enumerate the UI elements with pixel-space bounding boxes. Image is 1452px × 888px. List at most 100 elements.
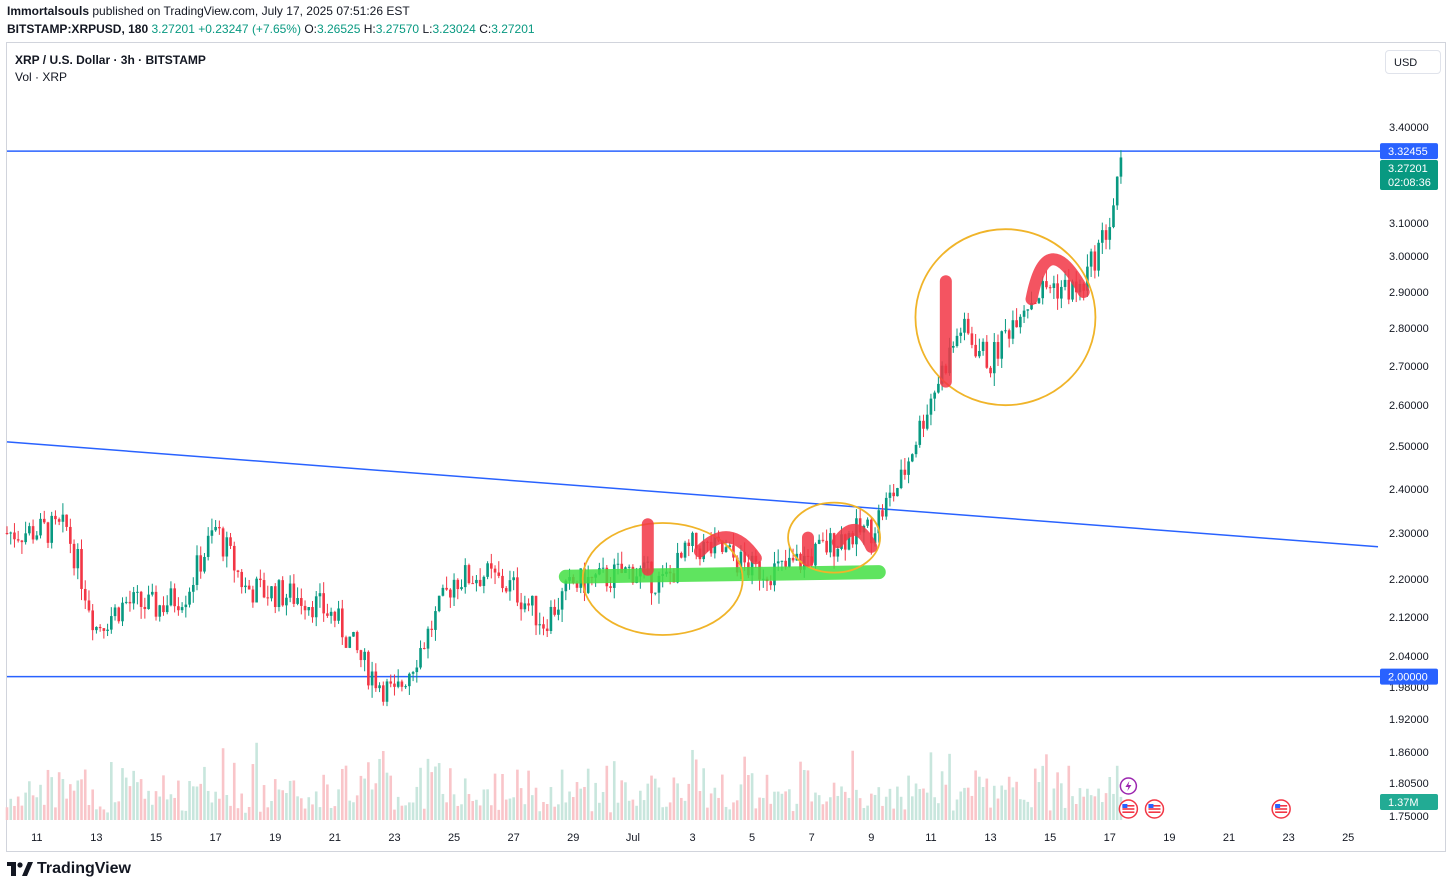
candle[interactable] — [147, 585, 150, 610]
candle[interactable] — [154, 585, 158, 621]
candle[interactable] — [527, 598, 530, 612]
author-name[interactable]: Immortalsouls — [7, 4, 90, 18]
candle[interactable] — [1056, 274, 1059, 310]
candle[interactable] — [162, 596, 165, 616]
candle[interactable] — [244, 577, 247, 594]
candle[interactable] — [937, 376, 940, 394]
candle[interactable] — [121, 597, 124, 627]
candle[interactable] — [46, 521, 50, 549]
candle[interactable] — [970, 326, 974, 349]
candle[interactable] — [966, 312, 970, 335]
candle[interactable] — [165, 595, 169, 615]
candle[interactable] — [311, 601, 314, 623]
candle[interactable] — [95, 626, 98, 634]
candle[interactable] — [557, 597, 560, 621]
candle[interactable] — [955, 328, 959, 348]
candle[interactable] — [981, 338, 985, 356]
candle[interactable] — [884, 492, 888, 520]
candle[interactable] — [1089, 248, 1093, 277]
candle[interactable] — [24, 521, 27, 545]
candle[interactable] — [355, 630, 359, 654]
candle[interactable] — [72, 539, 76, 576]
candle[interactable] — [91, 604, 94, 641]
candle[interactable] — [1045, 270, 1048, 290]
candle[interactable] — [102, 628, 106, 639]
candle[interactable] — [240, 569, 244, 594]
candle[interactable] — [877, 504, 881, 543]
candle[interactable] — [42, 510, 46, 525]
candle[interactable] — [814, 542, 817, 570]
candle[interactable] — [199, 546, 203, 579]
candle[interactable] — [124, 596, 128, 605]
candle[interactable] — [519, 593, 523, 621]
candle[interactable] — [218, 520, 221, 535]
candle[interactable] — [445, 576, 448, 591]
candle[interactable] — [911, 453, 914, 463]
candle[interactable] — [788, 546, 791, 568]
candle[interactable] — [437, 595, 441, 613]
candle[interactable] — [236, 569, 240, 578]
candle[interactable] — [203, 552, 206, 574]
candle[interactable] — [57, 517, 61, 526]
candle[interactable] — [39, 513, 42, 539]
candle[interactable] — [1112, 198, 1115, 229]
candle[interactable] — [318, 583, 322, 608]
candle[interactable] — [929, 393, 933, 426]
candle[interactable] — [434, 606, 437, 641]
candle[interactable] — [326, 603, 329, 618]
candle[interactable] — [61, 503, 65, 533]
candle[interactable] — [333, 610, 337, 628]
candle[interactable] — [363, 648, 366, 672]
candle[interactable] — [523, 595, 527, 613]
candle[interactable] — [232, 541, 236, 583]
candle[interactable] — [1022, 305, 1026, 324]
candle[interactable] — [687, 539, 691, 557]
candle[interactable] — [881, 504, 884, 521]
candle[interactable] — [270, 586, 273, 602]
candle[interactable] — [1007, 328, 1011, 348]
candle[interactable] — [888, 484, 892, 507]
candle[interactable] — [303, 600, 307, 620]
candle[interactable] — [892, 484, 895, 502]
candle[interactable] — [411, 670, 415, 682]
candle[interactable] — [530, 595, 534, 616]
candle[interactable] — [404, 684, 407, 689]
candle[interactable] — [504, 586, 508, 594]
candle[interactable] — [54, 510, 57, 525]
candle[interactable] — [214, 520, 217, 532]
candle[interactable] — [896, 487, 899, 497]
candle[interactable] — [508, 570, 512, 601]
us-flag-icon[interactable] — [1144, 799, 1165, 819]
candle[interactable] — [296, 587, 299, 606]
candle[interactable] — [542, 616, 545, 636]
candle[interactable] — [266, 585, 270, 606]
candle[interactable] — [128, 590, 132, 612]
candle[interactable] — [247, 579, 251, 590]
candle[interactable] — [225, 531, 229, 568]
candle[interactable] — [195, 545, 199, 591]
candle[interactable] — [534, 595, 538, 636]
us-flag-icon[interactable] — [1271, 799, 1291, 819]
candle[interactable] — [419, 640, 422, 670]
candle[interactable] — [180, 602, 184, 613]
candle[interactable] — [829, 527, 832, 558]
candle[interactable] — [460, 579, 463, 591]
candle[interactable] — [680, 551, 683, 559]
candle[interactable] — [426, 626, 430, 659]
candle[interactable] — [150, 583, 154, 597]
candle[interactable] — [35, 531, 39, 541]
candle[interactable] — [456, 578, 460, 600]
candle[interactable] — [996, 334, 1000, 366]
currency-button[interactable]: USD — [1385, 50, 1441, 74]
candle[interactable] — [5, 526, 9, 535]
candle[interactable] — [381, 681, 385, 706]
candle[interactable] — [110, 607, 113, 634]
candle[interactable] — [87, 590, 91, 613]
candle[interactable] — [1015, 308, 1018, 328]
candle[interactable] — [177, 597, 180, 616]
candle[interactable] — [288, 575, 292, 603]
candle[interactable] — [791, 548, 795, 563]
candle[interactable] — [452, 573, 456, 606]
candle[interactable] — [1052, 275, 1056, 299]
